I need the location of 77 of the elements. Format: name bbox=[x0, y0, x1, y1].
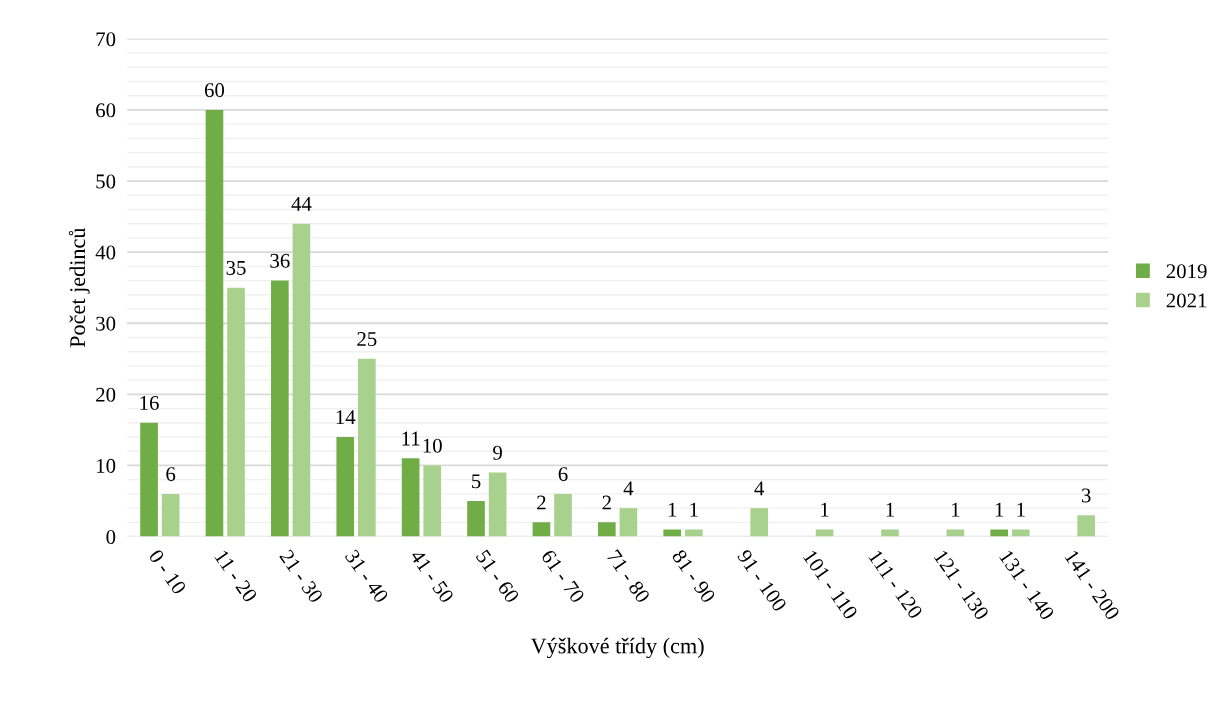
bar bbox=[815, 529, 834, 537]
data-label: 16 bbox=[140, 396, 159, 411]
x-tick-label: 101 - 110 bbox=[802, 549, 859, 621]
bar bbox=[140, 422, 158, 537]
legend-label: 2019 bbox=[1166, 264, 1207, 279]
x-tick-label: 121 - 130 bbox=[933, 549, 990, 621]
y-tick-label: 0 bbox=[106, 529, 116, 544]
x-tick-label: 71 - 80 bbox=[606, 549, 651, 604]
data-label: 10 bbox=[423, 438, 442, 453]
x-tick-label: 81 - 90 bbox=[671, 548, 716, 604]
bar bbox=[205, 109, 224, 537]
bar bbox=[684, 529, 703, 537]
data-label: 44 bbox=[291, 197, 312, 211]
bar bbox=[946, 529, 965, 537]
bar bbox=[423, 465, 442, 537]
y-tick-label: 40 bbox=[95, 245, 116, 260]
bar bbox=[619, 508, 638, 537]
y-tick-label: 30 bbox=[96, 316, 116, 331]
data-label: 60 bbox=[204, 83, 225, 98]
x-tick-label: 131 - 140 bbox=[999, 549, 1055, 621]
bar bbox=[358, 358, 376, 537]
bar bbox=[881, 529, 899, 537]
x-tick-label: 41 - 50 bbox=[409, 548, 455, 604]
bar bbox=[750, 508, 769, 537]
bar bbox=[663, 529, 682, 537]
bar bbox=[161, 493, 180, 537]
x-tick-label: 111 - 120 bbox=[868, 549, 924, 620]
x-tick-label: 11 - 20 bbox=[214, 549, 258, 604]
data-label: 2 bbox=[602, 495, 611, 510]
data-label: 25 bbox=[357, 332, 377, 347]
x-tick-label: 61 - 70 bbox=[540, 548, 586, 604]
bar bbox=[990, 529, 1009, 537]
bar bbox=[554, 493, 572, 537]
y-tick-label: 10 bbox=[97, 458, 116, 473]
bar bbox=[467, 501, 485, 537]
data-label: 2 bbox=[537, 495, 546, 510]
bar bbox=[488, 472, 507, 537]
data-label: 5 bbox=[472, 474, 481, 489]
data-label: 11 bbox=[402, 431, 420, 446]
bar bbox=[227, 287, 245, 537]
data-label: 4 bbox=[623, 481, 634, 496]
bar bbox=[271, 280, 289, 537]
x-axis-title: Výškové třídy (cm) bbox=[530, 637, 704, 659]
data-label: 1 bbox=[821, 502, 829, 517]
bar bbox=[1077, 515, 1095, 537]
data-label: 14 bbox=[336, 410, 356, 425]
data-label: 1 bbox=[886, 502, 894, 517]
bar bbox=[336, 437, 355, 537]
data-label: 36 bbox=[270, 253, 290, 268]
y-axis-title: Počet jedinců bbox=[68, 227, 90, 348]
y-tick-label: 50 bbox=[96, 174, 116, 189]
data-label: 1 bbox=[995, 502, 1004, 517]
x-tick-label: 0 - 10 bbox=[148, 548, 187, 596]
bar bbox=[532, 522, 551, 537]
x-tick-label: 51 - 60 bbox=[475, 549, 520, 604]
data-label: 35 bbox=[226, 260, 246, 275]
x-tick-label: 31 - 40 bbox=[344, 548, 389, 604]
bar bbox=[1011, 529, 1030, 537]
data-label: 1 bbox=[668, 502, 677, 517]
data-label: 9 bbox=[493, 445, 502, 460]
bar bbox=[292, 223, 311, 537]
legend-label: 2021 bbox=[1166, 293, 1207, 308]
bar bbox=[401, 458, 420, 537]
data-label: 6 bbox=[558, 467, 568, 482]
data-label: 1 bbox=[690, 502, 698, 517]
bar bbox=[597, 522, 616, 537]
x-tick-label: 21 - 30 bbox=[279, 548, 324, 604]
data-label: 4 bbox=[754, 481, 765, 496]
x-tick-label: 91 - 100 bbox=[736, 548, 788, 613]
data-label: 1 bbox=[951, 502, 960, 517]
y-tick-label: 20 bbox=[96, 387, 116, 402]
data-label: 6 bbox=[166, 467, 176, 482]
x-tick-label: 141 - 200 bbox=[1064, 549, 1121, 621]
data-label: 3 bbox=[1081, 488, 1091, 503]
y-tick-label: 60 bbox=[96, 103, 116, 118]
y-tick-label: 70 bbox=[96, 32, 116, 47]
data-label: 1 bbox=[1017, 502, 1025, 517]
